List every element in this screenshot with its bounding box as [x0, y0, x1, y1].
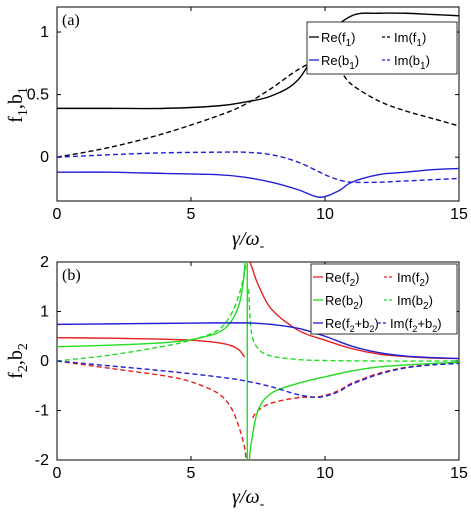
panel-a-xlabel: γ/ω-: [232, 228, 265, 254]
legend-im-b1-label: Im(b1): [394, 53, 430, 72]
series-im_b2-seg0: [57, 262, 247, 362]
panel-b-label: (b): [62, 267, 81, 284]
panel-a-frame: [56, 6, 460, 202]
panel-a-ylabel: f1,b1: [5, 87, 31, 123]
panel-b-ytick-label: 1: [40, 304, 49, 321]
panel-b-ytick-label: -1: [35, 403, 49, 420]
panel-b-xtick-label: 0: [53, 465, 62, 482]
legend-re-b2-label: Re(b2): [325, 293, 363, 312]
legend-re-b1-label: Re(b1): [321, 53, 359, 72]
panel-b-legend-box: [310, 263, 458, 335]
series-re_b2-seg2: [248, 361, 459, 460]
panel-b-xtick-label: 10: [316, 465, 334, 482]
series-re_f1: [57, 12, 459, 110]
legend-im-f2b2-label: Im(f2+b2): [390, 316, 442, 334]
panel-b-ylabel: f2,b2: [5, 343, 31, 379]
series-im_f2b2: [57, 360, 459, 398]
series-im_f2-seg0: [57, 360, 247, 460]
panel-b-xlabel: γ/ω-: [232, 486, 265, 512]
panel-a-xtick-label: 15: [450, 206, 468, 223]
series-re_f2-seg0: [57, 337, 246, 358]
panel-a-ytick-label: 0.5: [27, 87, 49, 104]
panel-b: (b) 0 5 10 15 -2 -1 0 1 2 γ/ω- f2,b2 Re(f2) Im(…: [5, 254, 468, 512]
legend-im-f1-label: Im(f1): [394, 30, 426, 49]
panel-a: (a) 0 5 10 15 0 0.5 1 γ/ω- f1,b1 Re(f1) Im(f1…: [5, 6, 468, 254]
legend-re-f1-label: Re(f1): [321, 30, 355, 49]
panel-b-ytick-label: -2: [35, 452, 49, 469]
panel-a-legend: Re(f1) Im(f1) Re(b1) Im(b1): [306, 21, 458, 75]
series-im_b2-seg1: [247, 289, 459, 362]
panel-a-xtick-label: 10: [316, 206, 334, 223]
legend-re-f2-label: Re(f2): [325, 270, 359, 289]
panel-a-legend-box: [306, 21, 458, 75]
panel-b-legend: Re(f2) Im(f2) Re(b2) Im(b2) Re(f2+b2) Im…: [310, 263, 458, 335]
panel-b-ytick-label: 0: [40, 353, 49, 370]
series-re_b2-seg0: [57, 262, 246, 348]
series-re_f2b2: [57, 322, 459, 360]
panel-b-xtick-label: 15: [450, 465, 468, 482]
panel-a-xtick-label: 5: [187, 206, 196, 223]
panel-a-xtick-label: 0: [53, 206, 62, 223]
legend-re-f2b2-label: Re(f2+b2): [325, 316, 379, 334]
panel-b-xtick-label: 5: [187, 465, 196, 482]
legend-im-b2-label: Im(b2): [397, 293, 433, 312]
panel-a-ytick-label: 0: [40, 149, 49, 166]
series-re_b1: [57, 167, 459, 198]
series-im_b1: [57, 151, 459, 184]
panel-a-label: (a): [62, 12, 80, 29]
panel-a-ytick-label: 1: [40, 24, 49, 41]
legend-im-f2-label: Im(f2): [397, 270, 429, 289]
panel-b-ytick-label: 2: [40, 254, 49, 271]
